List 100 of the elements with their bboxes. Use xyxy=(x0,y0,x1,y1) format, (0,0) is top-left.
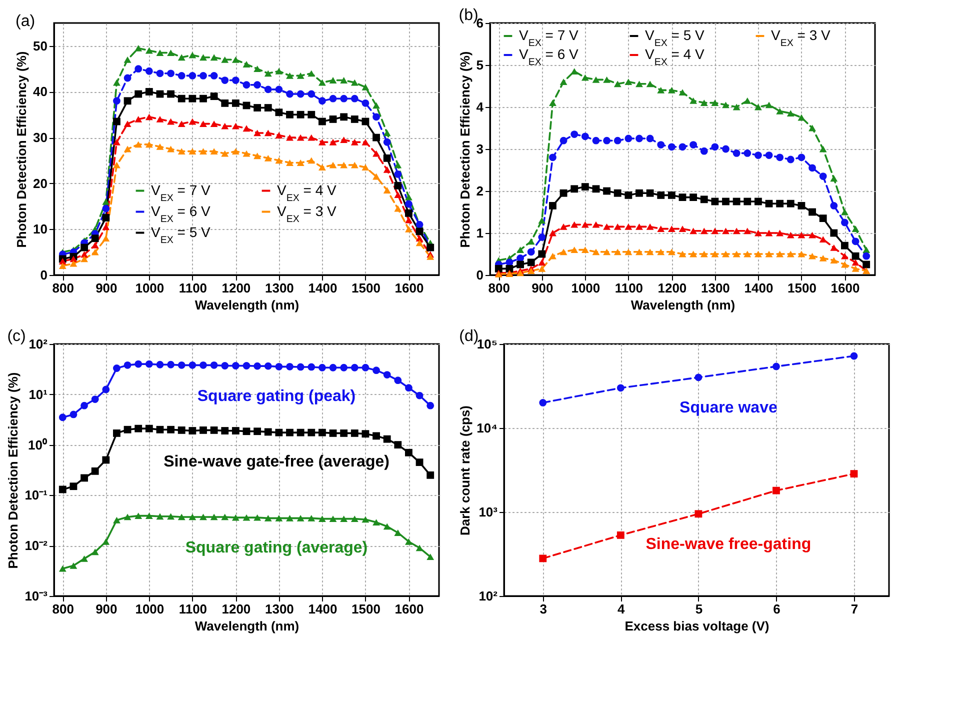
legend-label: V$_{EX}$ = 7 V xyxy=(151,182,212,204)
x-tick-label: 1200 xyxy=(222,280,251,296)
point xyxy=(711,250,719,258)
point xyxy=(200,426,207,434)
point xyxy=(700,100,708,106)
point xyxy=(383,523,391,530)
point xyxy=(286,72,294,79)
point xyxy=(383,166,391,173)
point xyxy=(286,160,294,166)
y-tick-label: 0 xyxy=(40,268,48,282)
point xyxy=(188,118,196,125)
point xyxy=(700,250,708,258)
point xyxy=(624,248,632,256)
point xyxy=(286,90,294,98)
point xyxy=(210,72,218,80)
point xyxy=(113,429,120,437)
point xyxy=(178,426,186,434)
point xyxy=(329,94,337,102)
point xyxy=(372,366,380,374)
point xyxy=(786,156,794,164)
point xyxy=(80,244,88,252)
legend-label: V$_{EX}$ = 4 V xyxy=(645,46,706,68)
point xyxy=(134,512,142,520)
point xyxy=(732,150,740,157)
y-tick-label: 2 xyxy=(476,184,484,198)
point xyxy=(145,47,153,54)
point xyxy=(275,428,283,436)
point xyxy=(308,110,316,118)
series-label: Square gating (peak) xyxy=(197,388,356,405)
point xyxy=(134,90,142,98)
point xyxy=(264,154,272,162)
point xyxy=(178,148,186,154)
point xyxy=(70,260,78,267)
point xyxy=(200,361,207,369)
point xyxy=(668,143,676,151)
point xyxy=(830,229,838,237)
point xyxy=(275,86,283,94)
point xyxy=(862,252,870,260)
point xyxy=(516,254,524,262)
point xyxy=(275,108,283,116)
point xyxy=(592,136,600,144)
point xyxy=(200,148,207,154)
y-tick-label: 10 xyxy=(33,222,48,237)
point xyxy=(350,79,358,86)
point xyxy=(221,362,229,370)
point xyxy=(167,118,175,125)
point xyxy=(614,248,622,256)
point xyxy=(722,228,730,234)
point xyxy=(167,360,175,368)
point xyxy=(242,362,250,370)
point xyxy=(188,148,196,154)
point xyxy=(102,235,110,242)
point xyxy=(765,102,773,108)
point xyxy=(264,428,272,436)
point xyxy=(405,448,412,456)
point xyxy=(819,236,827,243)
point xyxy=(124,97,132,105)
point xyxy=(221,427,229,434)
point xyxy=(527,238,535,245)
point xyxy=(124,361,132,369)
point xyxy=(286,134,294,141)
point xyxy=(722,250,730,258)
point xyxy=(113,79,120,86)
y-tick-label: 1 xyxy=(476,226,484,240)
legend-label: V$_{EX}$ = 3 V xyxy=(277,202,338,224)
point xyxy=(765,230,773,236)
point xyxy=(646,134,654,142)
point xyxy=(841,252,848,260)
point xyxy=(254,514,262,521)
point xyxy=(850,470,858,478)
legend-label: V$_{EX}$ = 4 V xyxy=(277,182,338,204)
legend-label: V$_{EX}$ = 6 V xyxy=(151,202,212,224)
point xyxy=(744,250,752,258)
x-tick-label: 1300 xyxy=(264,280,294,296)
point xyxy=(210,120,218,128)
point xyxy=(296,363,304,371)
point xyxy=(690,141,698,148)
chart-title: (c) xyxy=(7,328,26,345)
point xyxy=(560,78,568,86)
x-tick-label: 1300 xyxy=(700,280,730,296)
point xyxy=(819,214,827,222)
point xyxy=(70,410,78,418)
point xyxy=(754,152,762,159)
point xyxy=(350,429,358,437)
point xyxy=(91,467,99,475)
point xyxy=(296,134,304,141)
point xyxy=(624,223,632,230)
point xyxy=(80,555,88,562)
point xyxy=(102,198,110,205)
point xyxy=(156,70,164,78)
point xyxy=(732,228,740,234)
y-tick-label: 10¹ xyxy=(28,386,48,402)
point xyxy=(340,162,348,168)
y-tick-label: 40 xyxy=(33,84,48,100)
point xyxy=(416,544,424,552)
point xyxy=(210,514,218,520)
point xyxy=(318,79,326,86)
point xyxy=(232,427,240,434)
point xyxy=(58,258,66,264)
point xyxy=(221,56,229,63)
